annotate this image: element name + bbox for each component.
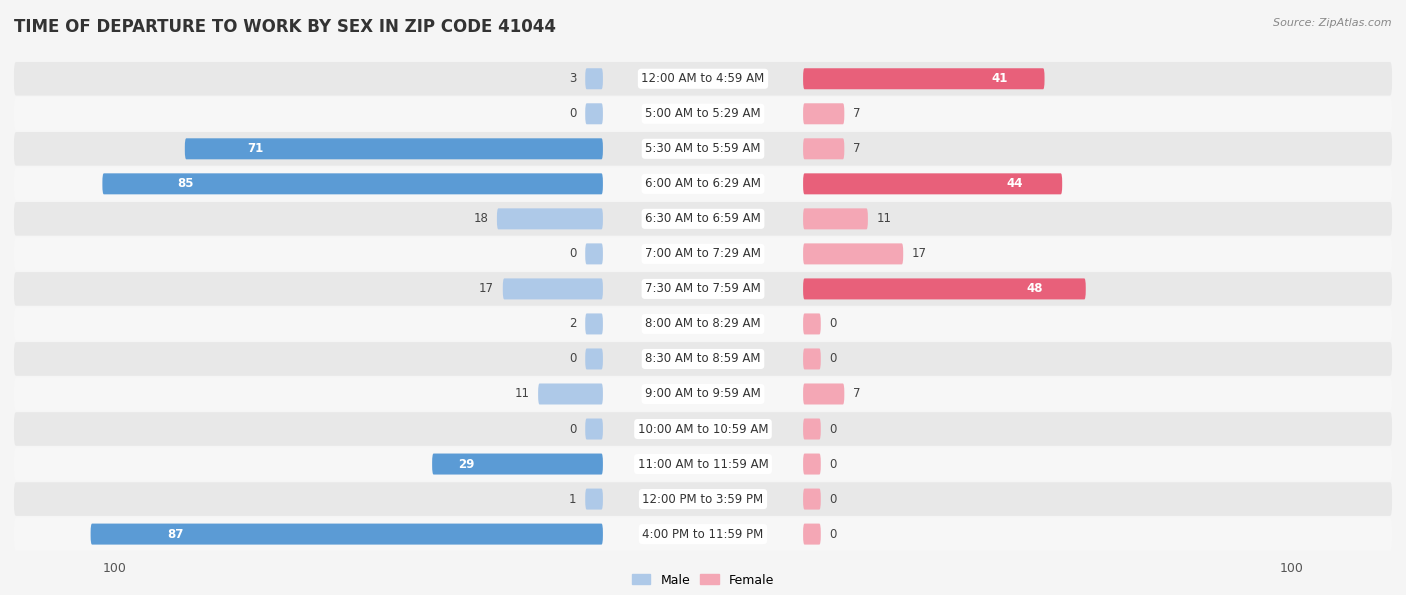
Text: 12:00 AM to 4:59 AM: 12:00 AM to 4:59 AM	[641, 72, 765, 85]
FancyBboxPatch shape	[803, 278, 1085, 299]
FancyBboxPatch shape	[803, 138, 845, 159]
FancyBboxPatch shape	[14, 167, 1392, 201]
Text: 0: 0	[830, 458, 837, 471]
Text: 17: 17	[912, 248, 927, 261]
Text: 0: 0	[569, 248, 576, 261]
Text: 7: 7	[853, 107, 860, 120]
Text: 9:00 AM to 9:59 AM: 9:00 AM to 9:59 AM	[645, 387, 761, 400]
FancyBboxPatch shape	[585, 418, 603, 440]
Text: 10:00 AM to 10:59 AM: 10:00 AM to 10:59 AM	[638, 422, 768, 436]
Text: TIME OF DEPARTURE TO WORK BY SEX IN ZIP CODE 41044: TIME OF DEPARTURE TO WORK BY SEX IN ZIP …	[14, 18, 555, 36]
Text: Source: ZipAtlas.com: Source: ZipAtlas.com	[1274, 18, 1392, 28]
FancyBboxPatch shape	[14, 377, 1392, 411]
Text: 29: 29	[458, 458, 474, 471]
Text: 11:00 AM to 11:59 AM: 11:00 AM to 11:59 AM	[638, 458, 768, 471]
FancyBboxPatch shape	[14, 97, 1392, 130]
Text: 12:00 PM to 3:59 PM: 12:00 PM to 3:59 PM	[643, 493, 763, 506]
Text: 0: 0	[830, 318, 837, 330]
FancyBboxPatch shape	[585, 314, 603, 334]
Text: 7: 7	[853, 142, 860, 155]
Text: 7:00 AM to 7:29 AM: 7:00 AM to 7:29 AM	[645, 248, 761, 261]
Text: 2: 2	[569, 318, 576, 330]
Text: 11: 11	[515, 387, 529, 400]
Text: 0: 0	[830, 422, 837, 436]
FancyBboxPatch shape	[503, 278, 603, 299]
FancyBboxPatch shape	[184, 138, 603, 159]
Text: 4:00 PM to 11:59 PM: 4:00 PM to 11:59 PM	[643, 528, 763, 541]
Text: 7: 7	[853, 387, 860, 400]
FancyBboxPatch shape	[803, 488, 821, 509]
Legend: Male, Female: Male, Female	[627, 569, 779, 591]
Text: 7:30 AM to 7:59 AM: 7:30 AM to 7:59 AM	[645, 283, 761, 295]
Text: 41: 41	[993, 72, 1008, 85]
Text: 0: 0	[569, 422, 576, 436]
FancyBboxPatch shape	[14, 447, 1392, 481]
Text: 0: 0	[569, 107, 576, 120]
Text: 44: 44	[1007, 177, 1024, 190]
FancyBboxPatch shape	[496, 208, 603, 229]
Text: 8:30 AM to 8:59 AM: 8:30 AM to 8:59 AM	[645, 352, 761, 365]
Text: 11: 11	[877, 212, 891, 226]
FancyBboxPatch shape	[803, 384, 845, 405]
FancyBboxPatch shape	[803, 173, 1062, 195]
FancyBboxPatch shape	[803, 68, 1045, 89]
FancyBboxPatch shape	[803, 314, 821, 334]
Text: 71: 71	[247, 142, 264, 155]
FancyBboxPatch shape	[14, 517, 1392, 551]
FancyBboxPatch shape	[585, 68, 603, 89]
FancyBboxPatch shape	[803, 524, 821, 544]
FancyBboxPatch shape	[90, 524, 603, 544]
FancyBboxPatch shape	[14, 272, 1392, 306]
FancyBboxPatch shape	[103, 173, 603, 195]
FancyBboxPatch shape	[803, 349, 821, 369]
Text: 17: 17	[479, 283, 494, 295]
Text: 8:00 AM to 8:29 AM: 8:00 AM to 8:29 AM	[645, 318, 761, 330]
Text: 5:30 AM to 5:59 AM: 5:30 AM to 5:59 AM	[645, 142, 761, 155]
Text: 0: 0	[830, 528, 837, 541]
FancyBboxPatch shape	[14, 62, 1392, 96]
Text: 0: 0	[569, 352, 576, 365]
Text: 0: 0	[830, 352, 837, 365]
FancyBboxPatch shape	[585, 349, 603, 369]
Text: 18: 18	[474, 212, 488, 226]
FancyBboxPatch shape	[585, 243, 603, 264]
FancyBboxPatch shape	[803, 418, 821, 440]
FancyBboxPatch shape	[14, 202, 1392, 236]
Text: 1: 1	[569, 493, 576, 506]
Text: 6:30 AM to 6:59 AM: 6:30 AM to 6:59 AM	[645, 212, 761, 226]
Text: 85: 85	[177, 177, 194, 190]
FancyBboxPatch shape	[803, 453, 821, 475]
Text: 0: 0	[830, 493, 837, 506]
FancyBboxPatch shape	[14, 342, 1392, 376]
FancyBboxPatch shape	[538, 384, 603, 405]
Text: 3: 3	[569, 72, 576, 85]
FancyBboxPatch shape	[803, 243, 903, 264]
FancyBboxPatch shape	[14, 237, 1392, 271]
FancyBboxPatch shape	[14, 307, 1392, 341]
FancyBboxPatch shape	[803, 208, 868, 229]
FancyBboxPatch shape	[585, 104, 603, 124]
Text: 5:00 AM to 5:29 AM: 5:00 AM to 5:29 AM	[645, 107, 761, 120]
FancyBboxPatch shape	[803, 104, 845, 124]
Text: 87: 87	[167, 528, 184, 541]
FancyBboxPatch shape	[14, 483, 1392, 516]
FancyBboxPatch shape	[14, 132, 1392, 165]
FancyBboxPatch shape	[432, 453, 603, 475]
Text: 6:00 AM to 6:29 AM: 6:00 AM to 6:29 AM	[645, 177, 761, 190]
Text: 48: 48	[1026, 283, 1043, 295]
FancyBboxPatch shape	[14, 412, 1392, 446]
FancyBboxPatch shape	[585, 488, 603, 509]
